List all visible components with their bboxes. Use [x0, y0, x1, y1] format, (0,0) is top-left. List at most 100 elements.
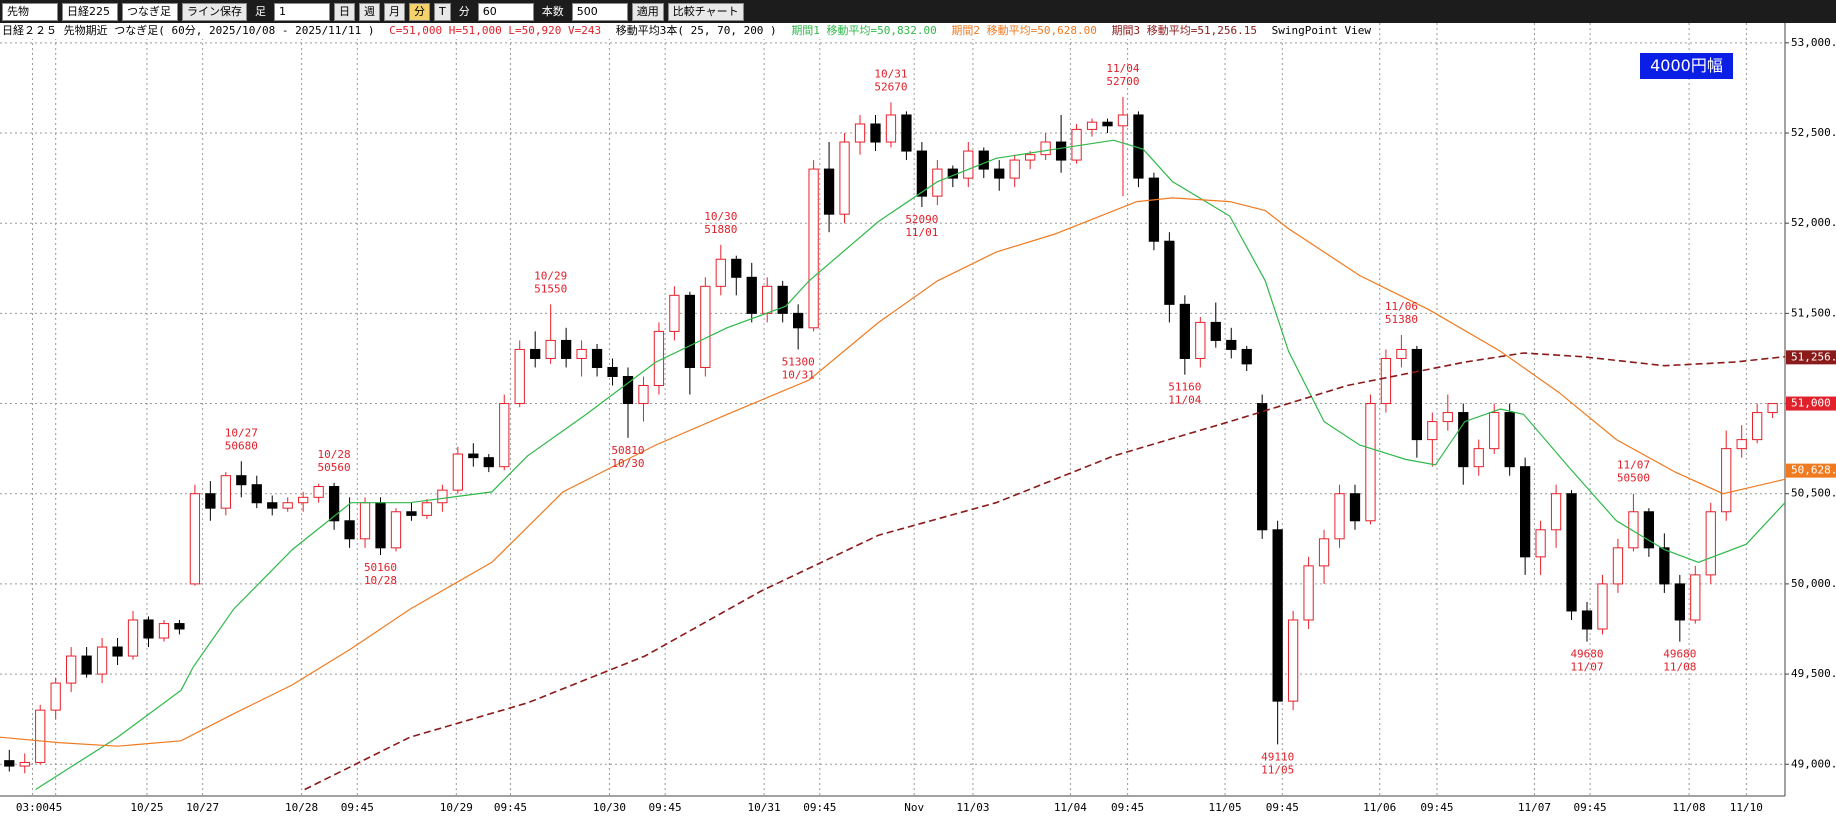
- candle-body: [158, 623, 170, 639]
- compare-button[interactable]: 比較チャート: [667, 2, 744, 21]
- candle-body: [483, 457, 494, 468]
- candle-body: [1550, 493, 1562, 531]
- candle-body: [1597, 583, 1608, 630]
- info-view: SwingPoint View: [1271, 24, 1371, 37]
- candle-body: [808, 168, 819, 329]
- candle-body: [205, 493, 216, 509]
- candle-body: [823, 168, 835, 215]
- x-tick-label: 09:45: [649, 801, 682, 814]
- price-tag-label: 51,000: [1791, 397, 1831, 410]
- period-button[interactable]: T: [434, 2, 451, 21]
- candle-body: [684, 294, 696, 368]
- candle-body: [1612, 547, 1624, 585]
- candle-body: [1257, 403, 1268, 531]
- candle-body: [1411, 348, 1423, 441]
- period-button[interactable]: 週: [359, 2, 380, 21]
- price-tag: [1786, 396, 1836, 411]
- swing-date: 11/07: [1617, 459, 1650, 472]
- apply-button[interactable]: 適用: [631, 2, 664, 21]
- swing-date: 11/08: [1663, 661, 1696, 674]
- y-tick-label: 50,000.: [1791, 577, 1836, 590]
- candle-body: [885, 114, 897, 143]
- swing-date: 11/04: [1168, 394, 1201, 407]
- candle-body: [731, 258, 742, 278]
- candle-body: [313, 486, 324, 498]
- swing-price: 51380: [1385, 313, 1418, 326]
- candle-body: [1380, 357, 1392, 405]
- x-tick-label: 10/25: [130, 801, 163, 814]
- candle-body: [1581, 610, 1593, 630]
- candle-body: [19, 761, 30, 767]
- period-button[interactable]: 日: [334, 2, 355, 21]
- price-tag-label: 51,256.: [1791, 350, 1836, 363]
- mode-select[interactable]: つなぎ足: [122, 2, 178, 21]
- bar-label: 足: [255, 4, 266, 18]
- range-badge: 4000円幅: [1640, 53, 1733, 79]
- minutes-input[interactable]: 60: [477, 2, 534, 21]
- candle-body: [1195, 321, 1206, 359]
- candle-body: [50, 682, 61, 711]
- y-tick-label: 52,500.: [1791, 126, 1836, 139]
- candle-body: [1504, 412, 1515, 468]
- candle-body: [530, 348, 541, 359]
- info-ohlcv: C=51,000 H=51,000 L=50,920 V=243: [389, 24, 602, 37]
- x-tick-label: 11/06: [1363, 801, 1396, 814]
- y-tick-label: 53,000.: [1791, 36, 1836, 49]
- moving-average-line: [35, 139, 1786, 791]
- swing-date: 11/04: [1106, 62, 1139, 75]
- bar-input[interactable]: 1: [274, 2, 330, 21]
- price-tag: [1786, 463, 1836, 478]
- count-input[interactable]: 500: [571, 2, 628, 21]
- candle-body: [267, 502, 278, 509]
- candle-body: [1349, 493, 1361, 522]
- swing-price: 52700: [1106, 75, 1139, 88]
- swing-date: 11/05: [1261, 763, 1294, 776]
- candle-body: [1303, 565, 1314, 621]
- candle-body: [1705, 511, 1716, 576]
- info-ma1: 期間1 移動平均=50,832.00: [791, 24, 937, 37]
- x-tick-label: 09:45: [803, 801, 836, 814]
- candle-body: [1318, 538, 1330, 567]
- save-button[interactable]: ライン保存: [182, 2, 247, 21]
- info-ma-setting: 移動平均3本( 25, 70, 200 ): [615, 24, 777, 37]
- candle-body: [143, 619, 154, 639]
- candle-body: [1241, 348, 1252, 365]
- candle-body: [344, 520, 355, 540]
- candle-body: [1736, 439, 1747, 450]
- candle-body: [591, 348, 603, 368]
- candle-body: [406, 511, 417, 516]
- candle-body: [437, 489, 448, 504]
- candle-body: [607, 366, 618, 377]
- y-tick-label: 50,500.: [1791, 487, 1836, 500]
- candle-body: [236, 475, 247, 486]
- candle-body: [1442, 412, 1453, 423]
- candle-body: [1674, 583, 1685, 621]
- candle-body: [251, 484, 262, 504]
- x-tick-label: 11/10: [1730, 801, 1763, 814]
- candle-body: [1628, 511, 1639, 549]
- candle-body: [499, 403, 510, 468]
- candle-body: [762, 285, 773, 314]
- candle-body: [1272, 529, 1283, 702]
- swing-price: 49680: [1570, 648, 1603, 661]
- x-tick-label: 10/28: [285, 801, 318, 814]
- period-button[interactable]: 分: [409, 2, 430, 21]
- candle-body: [870, 123, 881, 143]
- y-tick-label: 51,500.: [1791, 306, 1836, 319]
- candle-body: [96, 646, 108, 675]
- market-select[interactable]: 先物: [2, 2, 58, 21]
- period-button[interactable]: 月: [384, 2, 405, 21]
- y-tick-label: 49,500.: [1791, 667, 1836, 680]
- x-tick-label: 03:00: [16, 801, 49, 814]
- info-ma2: 期間2 移動平均=50,628.00: [951, 24, 1097, 37]
- candle-body: [1519, 466, 1531, 558]
- candle-body: [1040, 141, 1051, 156]
- x-tick-label: 09:45: [1111, 801, 1144, 814]
- swing-price: 51160: [1168, 381, 1201, 394]
- candle-body: [576, 348, 587, 359]
- candle-body: [1427, 421, 1438, 441]
- candle-body: [66, 655, 77, 684]
- candle-body: [298, 496, 309, 504]
- index-select[interactable]: 日経225: [62, 2, 118, 21]
